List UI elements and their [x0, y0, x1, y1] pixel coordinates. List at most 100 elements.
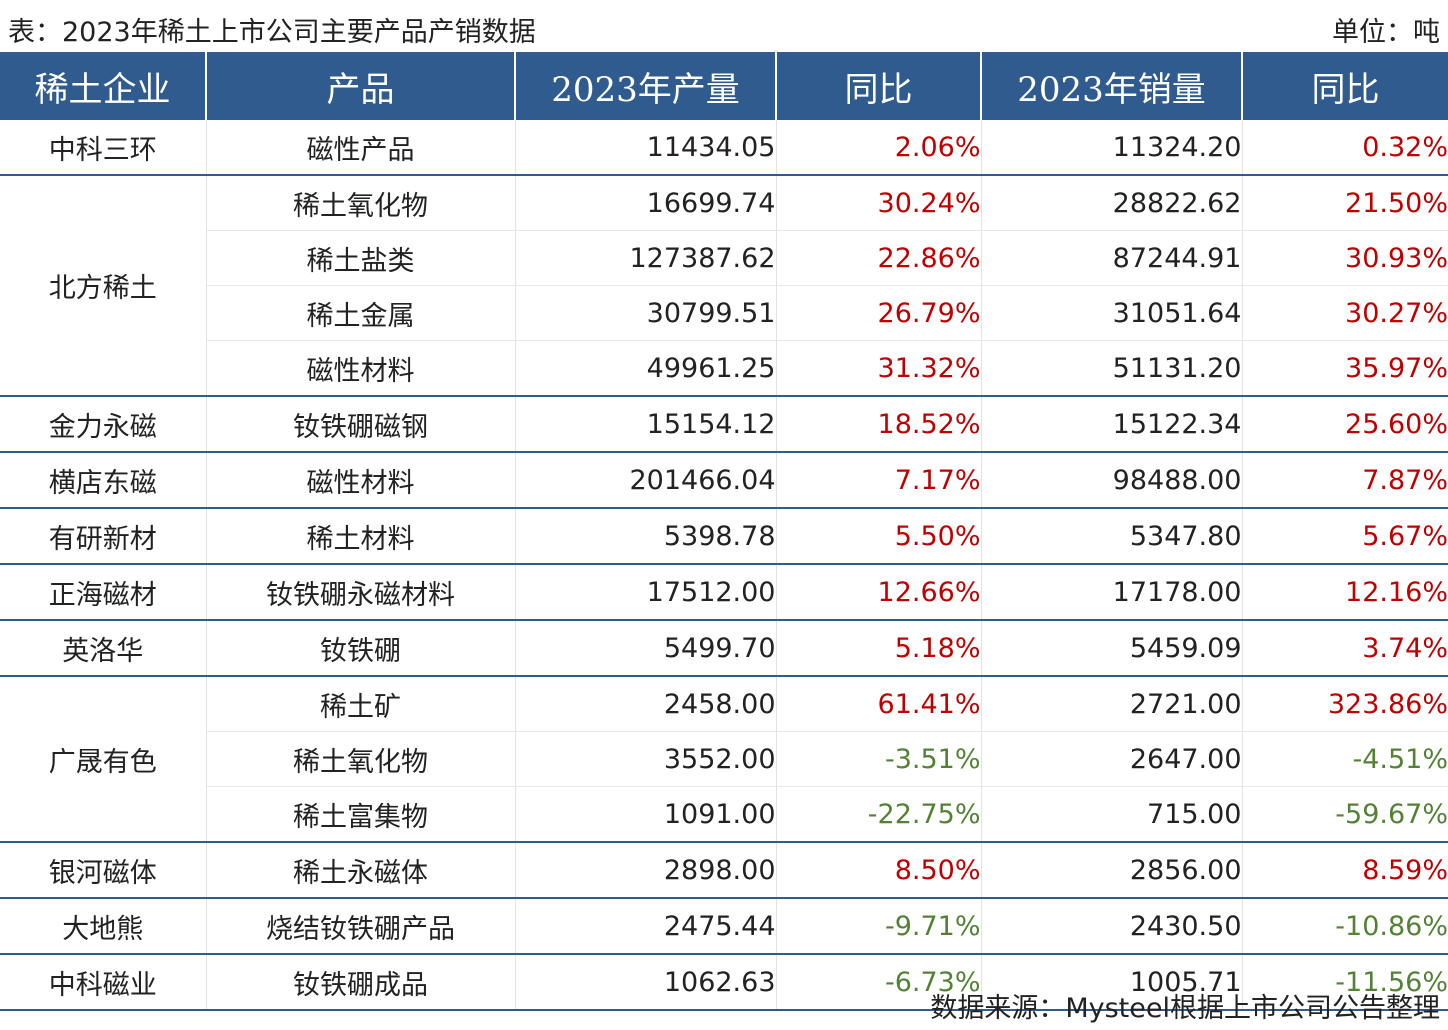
sales-cell: 2856.00 [981, 842, 1243, 899]
table-row: 横店东磁 磁性材料 201466.04 7.17% 98488.00 7.87% [0, 452, 1448, 509]
table-row: 北方稀土 稀土氧化物 16699.74 30.24% 28822.62 21.50% [0, 175, 1448, 397]
product-cell: 钕铁硼成品 [206, 954, 516, 1011]
sales-yoy-cell: 8.59% [1242, 842, 1448, 899]
table-row: 金力永磁 钕铁硼磁钢 15154.12 18.52% 15122.34 25.60% [0, 396, 1448, 453]
product-cell: 钕铁硼 [206, 620, 516, 677]
sales-cell: 2647.00 [981, 731, 1243, 787]
table-body: 中科三环 磁性产品 11434.05 2.06% 11324.20 0.32% 北方稀土 稀土… [0, 120, 1448, 1011]
company-cell: 横店东磁 [0, 452, 207, 509]
product-cell: 钕铁硼永磁材料 [206, 564, 516, 621]
table-row: 中科磁业 钕铁硼成品 1062.63 -6.73% 1005.71 -11.56% [0, 954, 1448, 1011]
sales-yoy-cell: 5.67% [1242, 508, 1448, 565]
table-row: 磁性材料 49961.25 31.32% 51131.20 35.97% [0, 340, 1448, 397]
sales-yoy-cell: 21.50% [1242, 175, 1448, 231]
sales-cell: 1005.71 [981, 954, 1243, 1011]
product-cell: 稀土富集物 [206, 786, 516, 843]
output-cell: 2898.00 [515, 842, 777, 899]
product-cell: 稀土氧化物 [206, 175, 516, 231]
table-row: 银河磁体 稀土永磁体 2898.00 8.50% 2856.00 8.59% [0, 842, 1448, 899]
output-cell: 30799.51 [515, 285, 777, 341]
sales-cell: 5459.09 [981, 620, 1243, 677]
sales-yoy-cell: 7.87% [1242, 452, 1448, 509]
company-cell: 广晟有色 [0, 676, 207, 843]
product-cell: 磁性材料 [206, 452, 516, 509]
sales-cell: 28822.62 [981, 175, 1243, 231]
table-row: 有研新材 稀土材料 5398.78 5.50% 5347.80 5.67% [0, 508, 1448, 565]
table-row: 中科三环 磁性产品 11434.05 2.06% 11324.20 0.32% [0, 120, 1448, 176]
output-yoy-cell: 12.66% [776, 564, 982, 621]
output-cell: 11434.05 [515, 120, 777, 176]
company-cell: 北方稀土 [0, 175, 207, 397]
production-sales-table: 稀土企业 产品 2023年产量 同比 2023年销量 同比 中科三环 磁性产品 11… [0, 52, 1448, 1011]
company-cell: 中科三环 [0, 120, 207, 176]
product-cell: 稀土材料 [206, 508, 516, 565]
column-header-output-yoy: 同比 [776, 52, 982, 120]
output-cell: 3552.00 [515, 731, 777, 787]
column-header-sales: 2023年销量 [981, 52, 1243, 120]
sales-yoy-cell: -10.86% [1242, 898, 1448, 955]
product-cell: 磁性材料 [206, 340, 516, 397]
sales-cell: 2721.00 [981, 676, 1243, 732]
product-cell: 烧结钕铁硼产品 [206, 898, 516, 955]
output-cell: 201466.04 [515, 452, 777, 509]
table-row: 广晟有色 稀土矿 2458.00 61.41% 2721.00 323.86% [0, 676, 1448, 843]
sales-yoy-cell: 3.74% [1242, 620, 1448, 677]
output-cell: 1062.63 [515, 954, 777, 1011]
output-yoy-cell: -22.75% [776, 786, 982, 843]
sales-yoy-cell: 25.60% [1242, 396, 1448, 453]
output-cell: 17512.00 [515, 564, 777, 621]
title-bar: 表：2023年稀土上市公司主要产品产销数据 单位：吨 [0, 0, 1448, 52]
company-cell: 银河磁体 [0, 842, 207, 899]
product-cell: 稀土氧化物 [206, 731, 516, 787]
table-row: 稀土富集物 1091.00 -22.75% 715.00 -59.67% [0, 786, 1448, 843]
company-cell: 大地熊 [0, 898, 207, 955]
product-cell: 稀土永磁体 [206, 842, 516, 899]
table-row: 稀土金属 30799.51 26.79% 31051.64 30.27% [0, 285, 1448, 341]
sales-cell: 2430.50 [981, 898, 1243, 955]
company-cell: 有研新材 [0, 508, 207, 565]
output-yoy-cell: 18.52% [776, 396, 982, 453]
column-header-product: 产品 [206, 52, 516, 120]
product-cell: 磁性产品 [206, 120, 516, 176]
sales-yoy-cell: 323.86% [1242, 676, 1448, 732]
output-cell: 1091.00 [515, 786, 777, 843]
output-yoy-cell: 7.17% [776, 452, 982, 509]
sales-cell: 31051.64 [981, 285, 1243, 341]
product-cell: 钕铁硼磁钢 [206, 396, 516, 453]
output-yoy-cell: -6.73% [776, 954, 982, 1011]
sales-cell: 98488.00 [981, 452, 1243, 509]
column-header-sales-yoy: 同比 [1242, 52, 1448, 120]
header-row: 稀土企业 产品 2023年产量 同比 2023年销量 同比 [0, 52, 1448, 120]
output-cell: 5499.70 [515, 620, 777, 677]
product-cell: 稀土盐类 [206, 230, 516, 286]
table-row: 稀土氧化物 3552.00 -3.51% 2647.00 -4.51% [0, 731, 1448, 787]
output-cell: 15154.12 [515, 396, 777, 453]
sales-cell: 5347.80 [981, 508, 1243, 565]
company-cell: 英洛华 [0, 620, 207, 677]
output-cell: 2458.00 [515, 676, 777, 732]
company-cell: 金力永磁 [0, 396, 207, 453]
table-row: 英洛华 钕铁硼 5499.70 5.18% 5459.09 3.74% [0, 620, 1448, 677]
sales-cell: 17178.00 [981, 564, 1243, 621]
output-yoy-cell: 61.41% [776, 676, 982, 732]
data-source-note: 数据来源：Mysteel根据上市公司公告整理 [930, 993, 1440, 1024]
sales-yoy-cell: 30.27% [1242, 285, 1448, 341]
output-cell: 16699.74 [515, 175, 777, 231]
unit-label: 单位：吨 [1332, 17, 1440, 48]
column-header-company: 稀土企业 [0, 52, 207, 120]
column-header-output: 2023年产量 [515, 52, 777, 120]
output-yoy-cell: 22.86% [776, 230, 982, 286]
sales-yoy-cell: 35.97% [1242, 340, 1448, 397]
table-row: 正海磁材 钕铁硼永磁材料 17512.00 12.66% 17178.00 12.16% [0, 564, 1448, 621]
output-yoy-cell: 8.50% [776, 842, 982, 899]
output-cell: 5398.78 [515, 508, 777, 565]
output-cell: 49961.25 [515, 340, 777, 397]
sales-yoy-cell: -11.56% [1242, 954, 1448, 1011]
company-cell: 正海磁材 [0, 564, 207, 621]
sales-cell: 715.00 [981, 786, 1243, 843]
sales-yoy-cell: 0.32% [1242, 120, 1448, 176]
output-cell: 127387.62 [515, 230, 777, 286]
sales-cell: 15122.34 [981, 396, 1243, 453]
output-yoy-cell: -9.71% [776, 898, 982, 955]
sales-yoy-cell: -59.67% [1242, 786, 1448, 843]
